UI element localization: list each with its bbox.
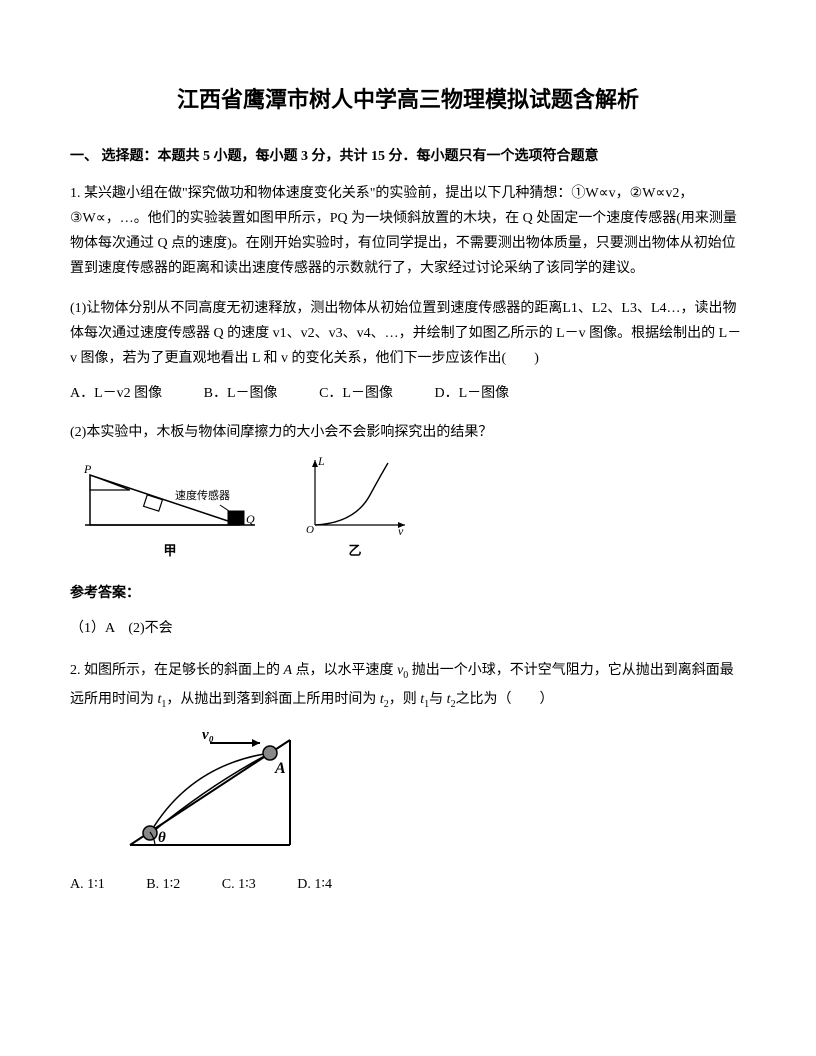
q1-answer: （1）A (2)不会 [70, 616, 746, 641]
fig1-sensor-label: 速度传感器 [175, 488, 230, 502]
q2-text-6: 之比为（ ） [456, 692, 554, 707]
q1-part2: (2)本实验中，木板与物体间摩擦力的大小会不会影响探究出的结果？ [70, 420, 746, 445]
q1-intro: 1. 某兴趣小组在做"探究做功和物体速度变化关系"的实验前，提出以下几种猜想：①… [70, 181, 746, 282]
q2-figure-wrap: v₀ A θ [110, 725, 746, 864]
q1-figure-2: O L v [300, 455, 410, 535]
q1-fig2-caption: 乙 [348, 539, 361, 562]
q1-figure-1: P Q 速度传感器 [80, 465, 260, 535]
q1-figure-2-wrap: O L v 乙 [300, 455, 410, 562]
q2-option-b: B. 1∶2 [146, 872, 180, 897]
q1-option-d: D．L－图像 [434, 381, 509, 406]
q1-figures: P Q 速度传感器 甲 O L v 乙 [80, 455, 746, 562]
fig2-origin: O [306, 524, 314, 535]
q2-figure: v₀ A θ [110, 725, 300, 855]
q2-text-5: 与 [429, 692, 447, 707]
q2-fig-theta: θ [158, 830, 166, 846]
q1-option-b: B．L－图像 [204, 381, 278, 406]
q1-option-c: C．L－图像 [319, 381, 393, 406]
q2-fig-v0: v₀ [202, 727, 214, 743]
q2-option-c: C. 1∶3 [222, 872, 256, 897]
q2-fig-a: A [274, 760, 286, 777]
q1-fig1-caption: 甲 [163, 539, 176, 562]
section-header: 一、 选择题：本题共 5 小题，每小题 3 分，共计 15 分．每小题只有一个选… [70, 144, 746, 169]
fig2-xlabel: v [398, 524, 404, 535]
q2-option-a: A. 1∶1 [70, 872, 105, 897]
q2-text-0: 2. 如图所示，在足够长的斜面上的 [70, 663, 284, 678]
q2-var-a: A [284, 663, 293, 678]
q2-text-3: ，从抛出到落到斜面上所用时间为 [166, 692, 380, 707]
q1-part1: (1)让物体分别从不同高度无初速释放，测出物体从初始位置到速度传感器的距离L1、… [70, 296, 746, 372]
q2-option-d: D. 1∶4 [297, 872, 332, 897]
q2-text: 2. 如图所示，在足够长的斜面上的 A 点，以水平速度 v0 抛出一个小球，不计… [70, 657, 746, 715]
q2-options: A. 1∶1 B. 1∶2 C. 1∶3 D. 1∶4 [70, 872, 746, 897]
q1-option-a: A．L－v2 图像 [70, 381, 162, 406]
answer-header: 参考答案： [70, 581, 746, 606]
document-title: 江西省鹰潭市树人中学高三物理模拟试题含解析 [70, 80, 746, 120]
q1-figure-1-wrap: P Q 速度传感器 甲 [80, 465, 260, 562]
fig1-label-p: P [83, 465, 92, 476]
fig2-ylabel: L [317, 455, 325, 468]
fig1-label-q: Q [246, 512, 255, 526]
q1-options: A．L－v2 图像 B．L－图像 C．L－图像 D．L－图像 [70, 381, 746, 406]
q2-text-4: ，则 [389, 692, 421, 707]
q2-text-1: 点，以水平速度 [292, 663, 397, 678]
